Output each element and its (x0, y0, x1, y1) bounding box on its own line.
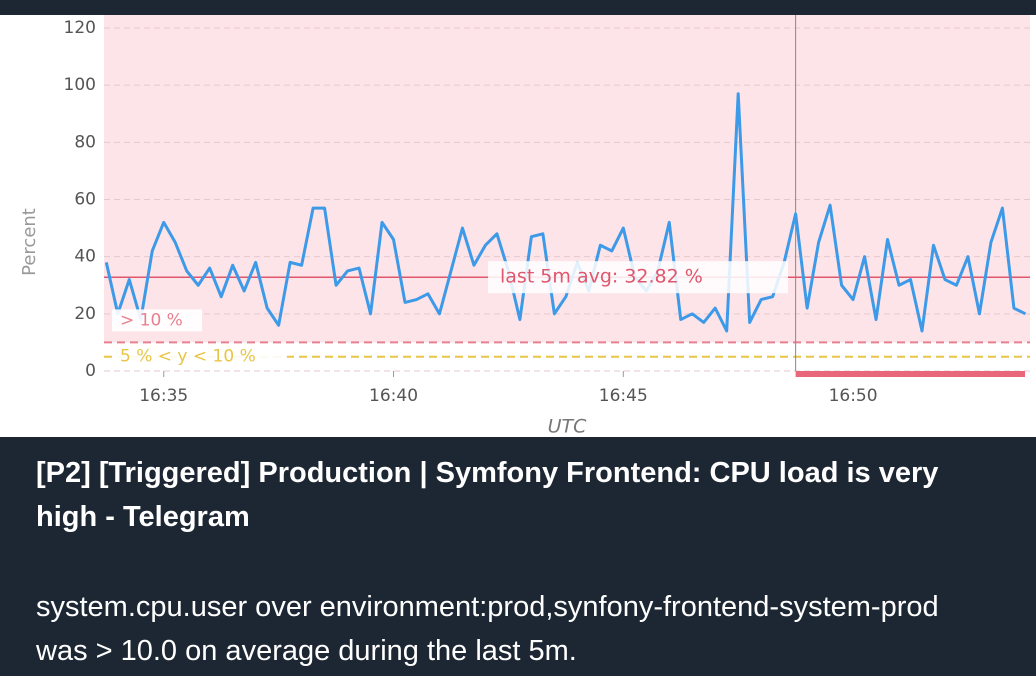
alert-bar (795, 371, 1025, 377)
series-line (104, 92, 1027, 333)
x-tick-label: 16:35 (139, 386, 188, 406)
y-axis-label: Percent (19, 208, 40, 276)
x-tick-label: 16:50 (829, 386, 878, 406)
avg-label: last 5m avg: 32.82 % (500, 266, 703, 288)
chart: Percent UTC 0 20 40 60 80 100 120 16:35 16:40 16:… (0, 15, 1036, 437)
x-axis-label: UTC (548, 416, 588, 438)
x-tick-label: 16:45 (599, 386, 648, 406)
message-body: system.cpu.user over environment:prod,sy… (36, 591, 939, 667)
y-tick-label: 40 (74, 247, 96, 267)
message-title: [P2] [Triggered] Production | Symfony Fr… (36, 457, 939, 533)
y-tick-label: 0 (85, 361, 96, 381)
y-tick-label: 120 (64, 18, 96, 38)
y-tick-label: 100 (64, 75, 96, 95)
y-tick-label: 80 (74, 132, 96, 152)
avg-label-bg (488, 261, 788, 294)
x-tick-label: 16:40 (369, 386, 418, 406)
threshold-label-bg (112, 345, 287, 368)
threshold-label: > 10 % (120, 310, 183, 330)
y-tick-label: 20 (74, 304, 96, 324)
y-tick-label: 60 (74, 190, 96, 210)
threshold-label-bg (112, 309, 202, 332)
threshold-label: 5 % < y < 10 % (120, 347, 256, 367)
